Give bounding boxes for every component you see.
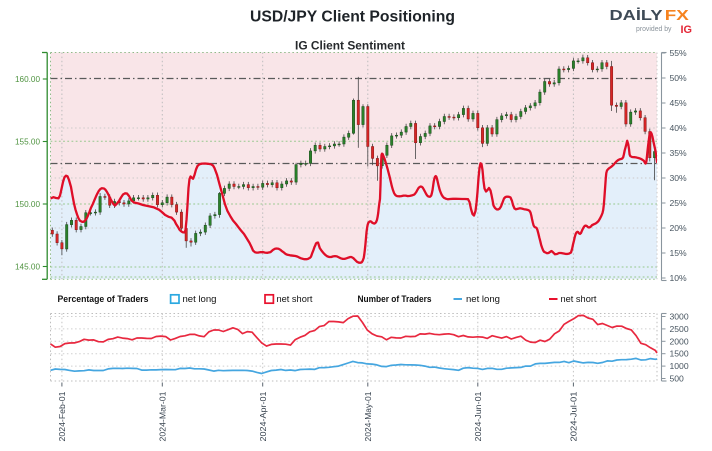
svg-text:30%: 30% [670, 173, 688, 183]
svg-text:1500: 1500 [670, 349, 689, 359]
svg-text:15%: 15% [670, 248, 688, 258]
svg-text:DAİLY: DAİLY [610, 7, 663, 24]
svg-text:145.00: 145.00 [15, 262, 40, 272]
svg-text:2024-May-01: 2024-May-01 [363, 391, 373, 441]
svg-text:net long: net long [183, 293, 217, 304]
svg-text:2024-Feb-01: 2024-Feb-01 [57, 391, 67, 441]
svg-text:net short: net short [561, 293, 597, 304]
svg-text:2024-Apr-01: 2024-Apr-01 [258, 391, 268, 441]
svg-text:2500: 2500 [670, 324, 689, 334]
svg-text:150.00: 150.00 [15, 199, 40, 209]
svg-text:155.00: 155.00 [15, 137, 40, 147]
svg-text:IG Client Sentiment: IG Client Sentiment [295, 41, 405, 53]
svg-text:net long: net long [466, 293, 500, 304]
svg-text:500: 500 [670, 374, 685, 384]
svg-text:Percentage of Traders: Percentage of Traders [58, 293, 149, 304]
svg-text:50%: 50% [670, 73, 688, 83]
svg-text:Number of Traders: Number of Traders [358, 293, 432, 304]
svg-text:40%: 40% [670, 123, 688, 133]
svg-text:3000: 3000 [670, 312, 689, 322]
svg-text:FX: FX [665, 8, 689, 24]
svg-text:35%: 35% [670, 148, 688, 158]
svg-text:45%: 45% [670, 98, 688, 108]
svg-text:2000: 2000 [670, 336, 689, 346]
svg-text:55%: 55% [670, 48, 688, 58]
svg-text:provided by: provided by [636, 24, 672, 33]
svg-text:net short: net short [277, 293, 313, 304]
svg-text:1000: 1000 [670, 361, 689, 371]
svg-text:2024-Jun-01: 2024-Jun-01 [473, 391, 483, 441]
svg-text:160.00: 160.00 [15, 74, 40, 84]
svg-text:20%: 20% [670, 223, 688, 233]
svg-text:IG: IG [681, 24, 693, 36]
svg-text:25%: 25% [670, 198, 688, 208]
svg-text:USD/JPY Client Positioning: USD/JPY Client Positioning [250, 9, 455, 26]
svg-text:10%: 10% [670, 273, 688, 283]
svg-text:2024-Mar-01: 2024-Mar-01 [158, 391, 168, 441]
svg-text:2024-Jul-01: 2024-Jul-01 [569, 391, 579, 441]
